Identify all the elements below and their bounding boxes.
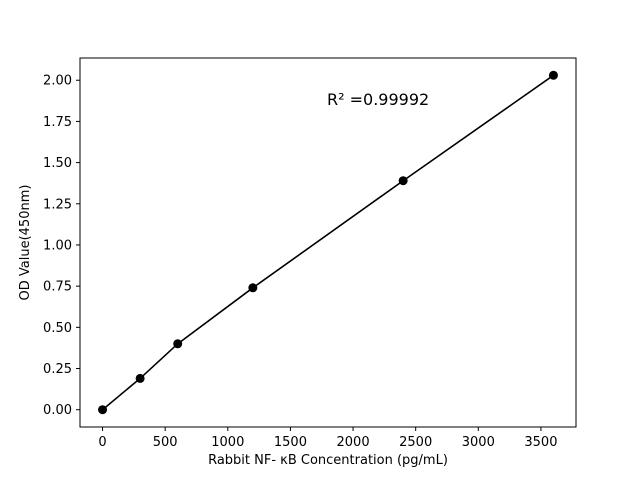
- y-tick-label: 0.50: [43, 321, 72, 336]
- data-point: [398, 176, 408, 186]
- y-tick-label: 1.75: [43, 115, 72, 130]
- y-tick-label: 1.00: [43, 238, 72, 253]
- x-tick-label: 2000: [337, 435, 370, 450]
- x-tick-label: 500: [153, 435, 178, 450]
- x-tick-label: 1000: [211, 435, 244, 450]
- y-axis-label: OD Value(450nm): [18, 185, 33, 301]
- axes-spines: [79, 57, 577, 428]
- x-axis-label: Rabbit NF- κB Concentration (pg/mL): [208, 453, 448, 468]
- y-tick-label: 0.25: [43, 362, 72, 377]
- y-tick-label: 1.50: [43, 156, 72, 171]
- y-tick-label: 2.00: [43, 74, 72, 89]
- x-tick-label: 0: [98, 435, 106, 450]
- x-tick-label: 2500: [399, 435, 432, 450]
- data-point: [173, 339, 183, 349]
- data-point: [548, 70, 558, 80]
- x-tick-label: 3000: [462, 435, 495, 450]
- fit-line: [102, 74, 554, 411]
- y-tick-label: 0.75: [43, 280, 72, 295]
- r-squared-annotation: R² =0.99992: [327, 90, 429, 109]
- x-tick-label: 3500: [524, 435, 557, 450]
- y-tick-label: 0.00: [43, 403, 72, 418]
- x-tick-label: 1500: [274, 435, 307, 450]
- data-point: [135, 373, 145, 383]
- y-tick-label: 1.25: [43, 197, 72, 212]
- data-point: [98, 405, 108, 415]
- data-point: [248, 283, 258, 293]
